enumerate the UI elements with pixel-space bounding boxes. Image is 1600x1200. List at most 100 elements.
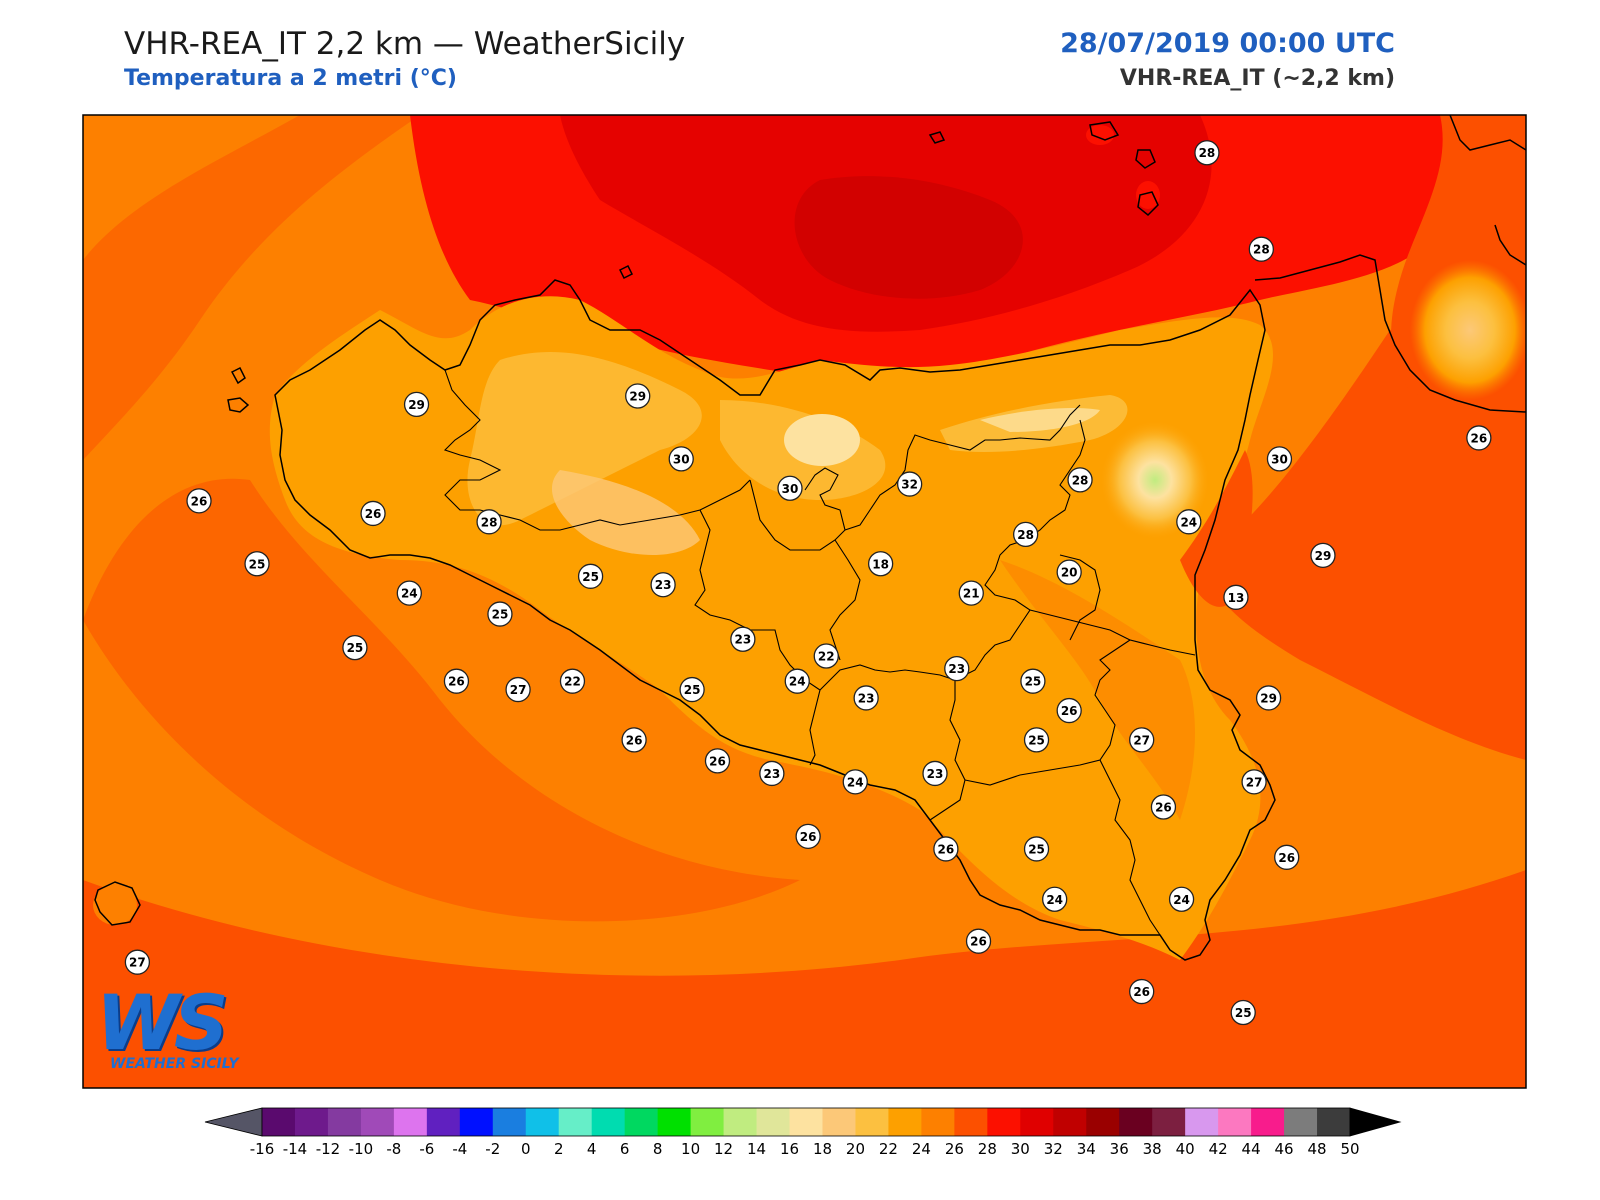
station-value: 23 xyxy=(735,633,752,647)
colorbar-tick-label: -14 xyxy=(283,1140,308,1158)
station-circle xyxy=(668,446,694,472)
station-circle xyxy=(1150,794,1177,820)
colorbar-bin xyxy=(262,1108,296,1136)
station-circle xyxy=(867,551,894,577)
coastline xyxy=(94,114,1527,961)
colorbar-bin xyxy=(360,1108,395,1136)
station-value: 28 xyxy=(1199,146,1216,160)
station-circle xyxy=(933,836,959,862)
colorbar-tick-label: 38 xyxy=(1143,1140,1162,1158)
station-marker: 25 xyxy=(679,676,705,703)
station-value: 28 xyxy=(1072,473,1089,487)
chart-subtitle: Temperatura a 2 metri (°C) xyxy=(124,66,457,91)
station-circle xyxy=(650,572,676,598)
colorbar-bin xyxy=(987,1108,1021,1136)
station-marker: 26 xyxy=(933,836,959,862)
station-marker: 26 xyxy=(443,668,470,694)
station-circle xyxy=(965,928,992,954)
colorbar-tick-label: 0 xyxy=(521,1140,531,1158)
colorbar-tick-label: -4 xyxy=(452,1140,467,1158)
station-marker: 26 xyxy=(186,488,212,514)
station-circle xyxy=(896,471,923,497)
colorbar-bin xyxy=(558,1108,593,1136)
station-value: 26 xyxy=(1471,431,1488,445)
colorbar-bin xyxy=(690,1108,725,1136)
station-circle xyxy=(1042,886,1068,912)
station-value: 18 xyxy=(872,557,889,571)
colorbar-bin xyxy=(888,1108,922,1136)
colorbar-bin xyxy=(789,1108,823,1136)
colorbar-bin xyxy=(1020,1108,1054,1136)
weathersicily-logo: WS WEATHER SICILY xyxy=(96,978,256,1078)
station-circle xyxy=(1241,769,1267,795)
station-value: 29 xyxy=(408,398,425,412)
station-marker: 24 xyxy=(1176,509,1202,535)
station-marker: 27 xyxy=(1241,769,1267,795)
station-circle xyxy=(1466,425,1492,451)
station-value: 29 xyxy=(1315,549,1332,563)
colorbar-bin xyxy=(624,1108,659,1136)
colorbar-tick-label: 50 xyxy=(1340,1140,1359,1158)
province-borders xyxy=(443,369,1196,936)
station-value: 25 xyxy=(1235,1006,1252,1020)
station-marker: 29 xyxy=(403,391,430,418)
station-circle xyxy=(1194,140,1220,166)
station-circle xyxy=(186,488,212,514)
station-value: 22 xyxy=(564,675,581,689)
station-value: 26 xyxy=(1061,704,1078,718)
station-marker: 27 xyxy=(1129,727,1155,753)
station-marker: 25 xyxy=(1020,668,1046,694)
station-circle xyxy=(777,475,803,501)
station-marker: 24 xyxy=(396,580,422,606)
station-circle xyxy=(1230,999,1256,1026)
station-value: 23 xyxy=(858,691,875,705)
colorbar-tick-label: -2 xyxy=(485,1140,500,1158)
colorbar-bin xyxy=(1152,1108,1186,1136)
colorbar-tick-label: 26 xyxy=(945,1140,964,1158)
colorbar-tick-label: 10 xyxy=(681,1140,700,1158)
colorbar-bin xyxy=(1317,1108,1351,1136)
colorbar-bin xyxy=(1086,1108,1120,1136)
colorbar-tick-label: 40 xyxy=(1176,1140,1195,1158)
station-marker: 25 xyxy=(1023,727,1050,753)
station-value: 24 xyxy=(401,587,418,601)
station-marker: 26 xyxy=(1274,844,1300,870)
colorbar-tick-label: 44 xyxy=(1242,1140,1261,1158)
station-value: 29 xyxy=(629,389,646,403)
station-value: 27 xyxy=(1246,775,1263,789)
colorbar-bin xyxy=(657,1108,692,1136)
station-value: 13 xyxy=(1228,591,1245,605)
station-marker: 18 xyxy=(867,551,894,577)
station-marker: 32 xyxy=(896,471,923,497)
station-circle xyxy=(1310,542,1336,569)
station-circle xyxy=(1129,978,1155,1005)
colorbar-tick-label: 12 xyxy=(714,1140,733,1158)
station-value: 27 xyxy=(1133,733,1150,747)
colorbar-bin xyxy=(723,1108,758,1136)
station-circle xyxy=(853,685,879,711)
station-value: 26 xyxy=(938,842,955,856)
station-circle xyxy=(1255,685,1282,711)
station-marker: 29 xyxy=(625,383,651,409)
station-marker: 20 xyxy=(1056,559,1082,585)
colorbar-bin xyxy=(525,1108,560,1136)
station-marker: 30 xyxy=(668,446,694,472)
station-marker: 30 xyxy=(1266,446,1293,472)
station-value: 30 xyxy=(1271,452,1288,466)
station-marker: 28 xyxy=(476,509,502,535)
station-circle xyxy=(487,601,513,627)
colorbar-tick-label: -10 xyxy=(349,1140,374,1158)
station-value: 26 xyxy=(191,494,208,508)
station-value: 29 xyxy=(1260,691,1277,705)
colorbar-bin xyxy=(426,1108,461,1136)
station-circle xyxy=(813,643,839,669)
station-circle xyxy=(360,500,386,527)
colorbar-bin xyxy=(492,1108,527,1136)
station-marker: 26 xyxy=(1056,697,1082,724)
station-marker: 24 xyxy=(1168,886,1195,912)
station-marker: 29 xyxy=(1255,685,1282,711)
station-value: 25 xyxy=(1025,675,1042,689)
station-marker: 26 xyxy=(1466,425,1492,451)
station-value: 32 xyxy=(901,478,918,492)
model-label: VHR-REA_IT (~2,2 km) xyxy=(1119,66,1395,91)
